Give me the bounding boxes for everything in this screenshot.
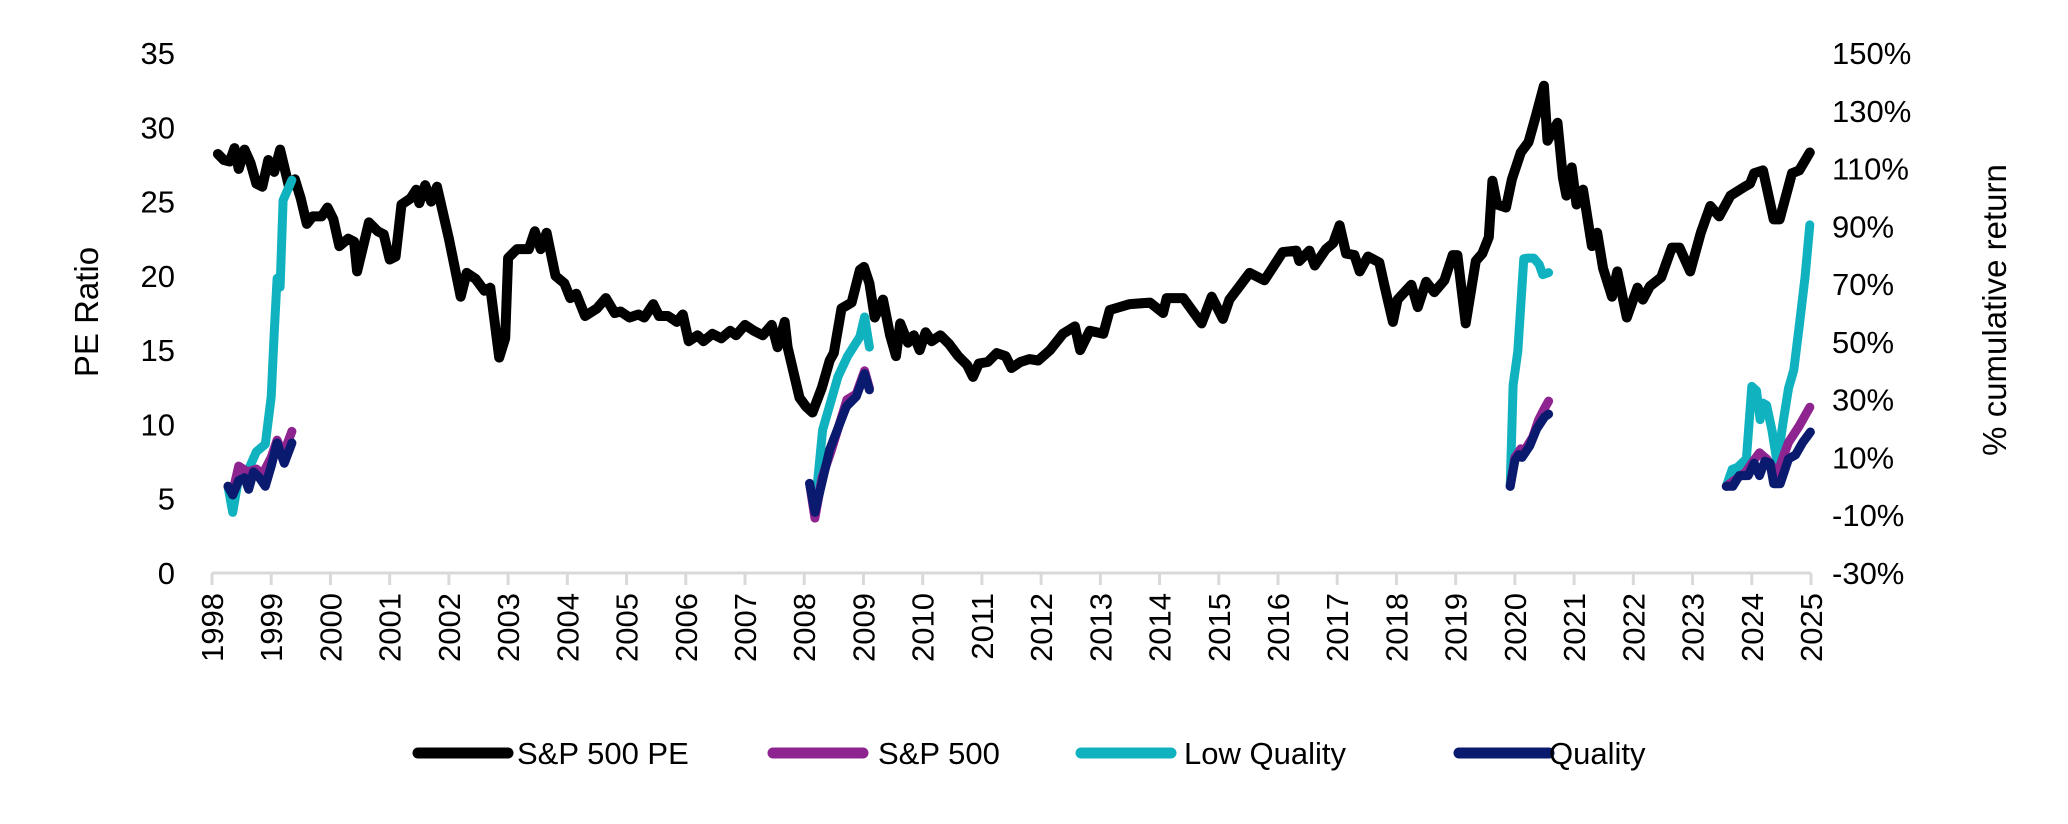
y2-tick-label: 90%: [1832, 209, 1894, 244]
series-quality: [223, 369, 1815, 517]
y2-axis-title: % cumulative return: [1976, 164, 2013, 456]
y-tick-label: 5: [158, 482, 175, 517]
x-tick-label: 2016: [1261, 593, 1296, 662]
x-tick-label: 2000: [313, 593, 348, 662]
x-tick-label: 2024: [1735, 593, 1770, 662]
x-tick-label: 2001: [373, 593, 408, 662]
x-tick-label: 1999: [254, 593, 289, 662]
y-axis-right: -30% -10% 10% 30% 50% 70% 90% 110% 130% 150%: [1832, 36, 1911, 591]
y-tick-label: 0: [158, 556, 175, 591]
series-line: [223, 438, 297, 500]
series-low-quality: [223, 175, 1815, 517]
x-tick-label: 2018: [1379, 593, 1414, 662]
series-line: [1505, 253, 1554, 491]
y-tick-label: 30: [141, 110, 175, 145]
x-tick-label: 2014: [1143, 593, 1178, 662]
legend-item: Low Quality: [1075, 736, 1346, 771]
y2-tick-label: 70%: [1832, 267, 1894, 302]
x-tick-label: 2011: [965, 593, 1000, 660]
x-tick-label: 2005: [610, 593, 645, 662]
y-tick-label: 10: [141, 407, 175, 442]
x-tick-label: 2022: [1616, 593, 1651, 662]
series-line: [1721, 427, 1815, 491]
x-tick-label: 2013: [1083, 593, 1118, 662]
y2-tick-label: 30%: [1832, 383, 1894, 418]
x-tick-label: 2021: [1557, 593, 1592, 662]
y-tick-label: 25: [141, 185, 175, 220]
x-tick-label: 2009: [846, 593, 881, 662]
legend-label: S&P 500 PE: [517, 736, 689, 771]
x-tick-label: 2019: [1439, 593, 1474, 662]
x-axis: 1998 1999 2000 2001 2002 2003 2004 2005 2006 2007…: [195, 571, 1829, 662]
legend-label: Quality: [1549, 736, 1646, 771]
x-tick-label: 2025: [1794, 593, 1829, 662]
y2-tick-label: 150%: [1832, 36, 1911, 71]
x-tick-label: 2008: [787, 593, 822, 662]
series-s-p-500-pe: [212, 80, 1815, 418]
y-axis-title: PE Ratio: [68, 247, 105, 377]
y2-tick-label: 130%: [1832, 94, 1911, 129]
y2-tick-label: 50%: [1832, 325, 1894, 360]
series-line: [1721, 220, 1815, 491]
x-tick-label: 2004: [550, 593, 585, 662]
x-tick-label: 2002: [432, 593, 467, 662]
x-tick-label: 2017: [1320, 593, 1355, 662]
series-line: [805, 369, 874, 517]
legend-label: S&P 500: [878, 736, 1000, 771]
series-s-p-500: [223, 366, 1815, 523]
legend-item: S&P 500 PE: [412, 736, 689, 771]
x-tick-label: 2012: [1024, 593, 1059, 662]
y-tick-label: 15: [141, 333, 175, 368]
x-tick-label: 2023: [1676, 593, 1711, 662]
y-tick-label: 20: [141, 259, 175, 294]
x-tick-label: 2003: [491, 593, 526, 662]
x-tick-label: 1998: [195, 593, 230, 662]
y-axis-left: 0 5 10 15 20 25 30 35: [141, 36, 175, 591]
x-tick-label: 2015: [1202, 593, 1237, 662]
y2-tick-label: -30%: [1832, 556, 1904, 591]
x-tick-label: 2007: [728, 593, 763, 662]
legend: S&P 500 PE S&P 500 Low Quality Quality: [412, 736, 1646, 771]
y2-tick-label: -10%: [1832, 498, 1904, 533]
x-tick-label: 2020: [1498, 593, 1533, 662]
y2-tick-label: 10%: [1832, 440, 1894, 475]
y-tick-label: 35: [141, 36, 175, 71]
series-line: [1505, 409, 1554, 491]
x-tick-label: 2010: [906, 593, 941, 662]
legend-item: S&P 500: [767, 736, 1000, 771]
legend-item: Quality: [1453, 736, 1646, 771]
series-layer: [212, 80, 1815, 523]
legend-label: Low Quality: [1184, 736, 1346, 771]
x-tick-label: 2006: [669, 593, 704, 662]
series-line: [212, 80, 1815, 418]
y2-tick-label: 110%: [1832, 152, 1909, 187]
